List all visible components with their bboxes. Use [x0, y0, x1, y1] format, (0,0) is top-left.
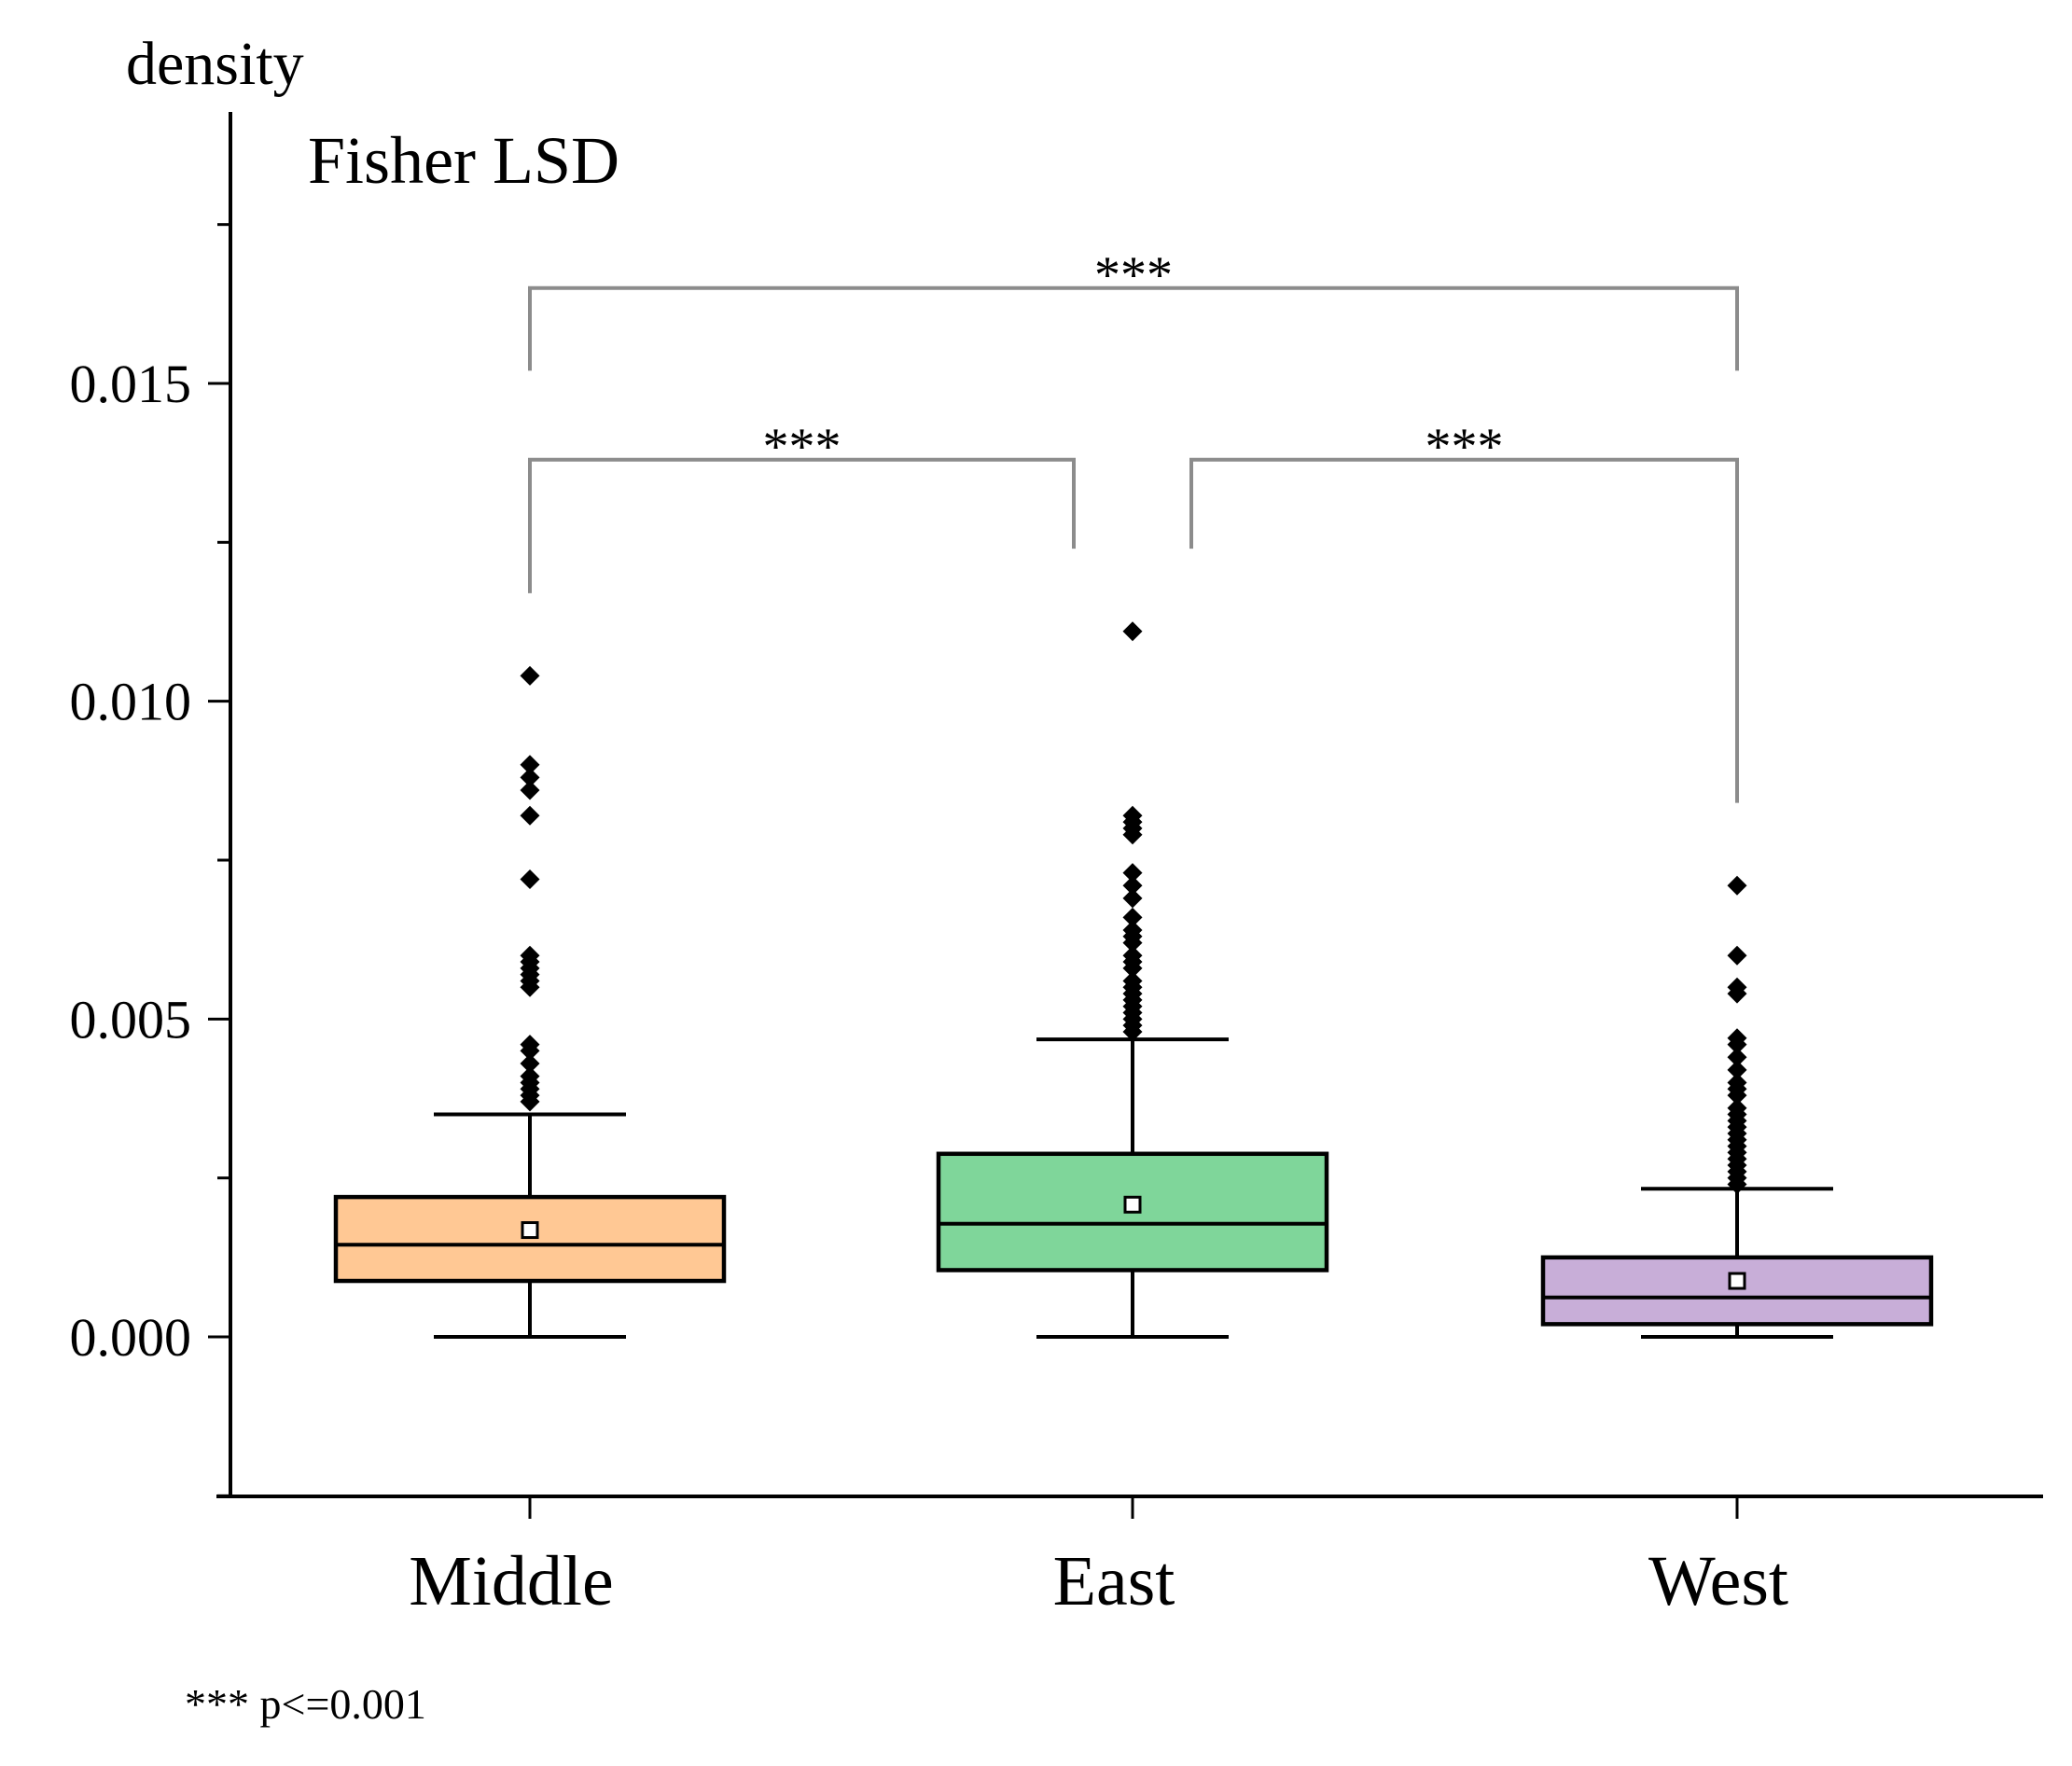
outlier-point [520, 767, 540, 787]
axes: 0.000 0.005 0.010 0.015 Middle East West [70, 112, 2043, 1620]
outlier-point [1122, 958, 1143, 979]
outlier-point [520, 1040, 540, 1061]
outlier-point [520, 869, 540, 889]
box-iqr [1540, 1255, 1934, 1327]
outlier-point [520, 805, 540, 826]
outlier-point [1727, 983, 1747, 1004]
outlier-point [1727, 875, 1747, 896]
outlier-point [520, 1053, 540, 1074]
outlier-point [520, 755, 540, 775]
outlier-point [1122, 621, 1143, 642]
outlier-point [1727, 1047, 1747, 1067]
outlier-point [1122, 875, 1143, 896]
x-tick-label: West [1648, 1542, 1788, 1620]
y-tick-label: 0.005 [70, 989, 192, 1050]
y-tick-label: 0.015 [70, 354, 192, 414]
significance-label: *** [763, 418, 841, 476]
chart-title: Fisher LSD [308, 123, 619, 198]
mean-marker [521, 1221, 539, 1240]
significance-bracket [1189, 457, 1739, 803]
box-iqr [333, 1194, 727, 1284]
outlier-point [1122, 863, 1143, 883]
significance-bracket [528, 457, 1076, 593]
x-tick-label: East [1053, 1542, 1175, 1620]
outlier-point [1122, 1022, 1143, 1042]
y-tick-label: 0.010 [70, 672, 192, 732]
y-axis-label: density [126, 30, 304, 98]
box-group-middle [333, 665, 727, 1339]
y-tick-label: 0.000 [70, 1307, 192, 1368]
significance-label: *** [1425, 418, 1504, 476]
outlier-point [520, 780, 540, 800]
outlier-point [1727, 1174, 1747, 1194]
significance-label: *** [1094, 246, 1173, 304]
significance-footnote: *** p<=0.001 [185, 1680, 426, 1728]
outlier-point [1122, 825, 1143, 845]
outlier-point [1122, 933, 1143, 953]
outlier-point [520, 1092, 540, 1112]
box-group-east [936, 621, 1329, 1339]
outlier-point [1727, 945, 1747, 966]
significance-bracket [528, 285, 1739, 371]
box-group-west [1540, 875, 1934, 1339]
outlier-point [1727, 1085, 1747, 1105]
outlier-point [1122, 888, 1143, 909]
outlier-point [520, 665, 540, 686]
mean-marker [1123, 1195, 1142, 1214]
outlier-point [1727, 1035, 1747, 1055]
mean-marker [1728, 1272, 1746, 1290]
boxes [333, 621, 1934, 1339]
x-tick-label: Middle [409, 1542, 614, 1620]
outlier-point [1727, 1060, 1747, 1080]
outlier-point [1122, 907, 1143, 927]
outlier-point [520, 977, 540, 997]
significance-brackets: *** *** *** [528, 246, 1739, 803]
